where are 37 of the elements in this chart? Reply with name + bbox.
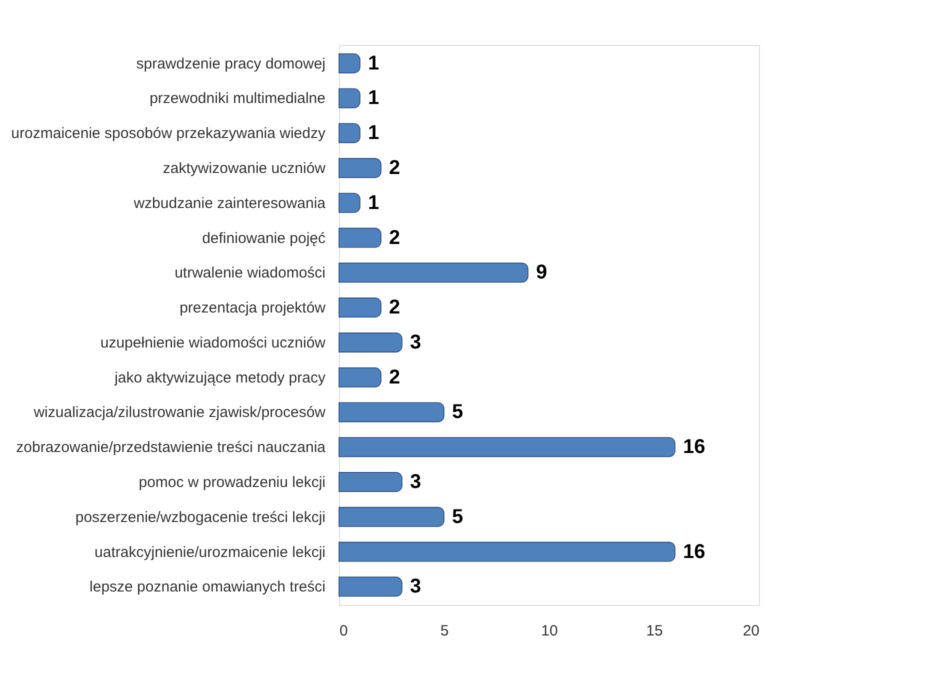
y-tick-label: zobrazowanie/przedstawienie treści nauczania — [16, 439, 326, 456]
y-tick-label: lepsze poznanie omawianych treści — [90, 578, 326, 596]
data-label: 9 — [536, 262, 548, 284]
data-label: 5 — [452, 401, 464, 424]
y-tick-label: uzupełnienie wiadomości uczniów — [100, 334, 326, 352]
x-tick-label: 10 — [541, 622, 558, 640]
data-label: 2 — [389, 156, 400, 179]
data-label: 2 — [389, 366, 400, 388]
y-tick-label: definiowanie pojęć — [202, 230, 326, 247]
y-tick-label: urozmaicenie sposobów przekazywania wiedzy — [11, 125, 326, 142]
y-tick-label: sprawdzenie pracy domowej — [136, 55, 326, 72]
y-tick-label: wizualizacja/zilustrowanie zjawisk/procesów — [32, 404, 326, 422]
data-label: 5 — [452, 506, 464, 528]
data-label: 1 — [368, 52, 380, 74]
y-tick-label: jako aktywizujące metody pracy — [114, 369, 326, 386]
y-tick-label: utrwalenie wiadomości — [174, 264, 326, 282]
x-tick-label: 0 — [340, 622, 348, 640]
y-tick-label: poszerzenie/wzbogacenie treści lekcji — [75, 508, 326, 526]
y-tick-label: pomoc w prowadzeniu lekcji — [138, 474, 326, 492]
data-label: 2 — [389, 296, 400, 319]
data-label: 1 — [368, 192, 380, 214]
y-tick-label: prezentacja projektów — [180, 300, 326, 317]
data-label: 1 — [368, 122, 380, 144]
data-label: 16 — [683, 540, 706, 563]
data-label: 3 — [410, 331, 422, 354]
data-label: 1 — [368, 87, 380, 110]
y-tick-label: uatrakcyjnienie/urozmaicenie lekcji — [94, 544, 326, 561]
data-label: 3 — [410, 471, 422, 494]
x-tick-label: 5 — [440, 622, 449, 640]
data-label: 2 — [389, 226, 400, 249]
y-tick-label: wzbudzanie zainteresowania — [132, 194, 326, 212]
y-tick-label: zaktywizowanie uczniów — [162, 160, 326, 177]
y-tick-label: przewodniki multimedialne — [150, 90, 326, 108]
x-tick-label: 20 — [742, 622, 760, 640]
data-label: 3 — [410, 576, 422, 598]
x-tick-label: 15 — [646, 622, 663, 640]
data-label: 16 — [683, 436, 706, 458]
